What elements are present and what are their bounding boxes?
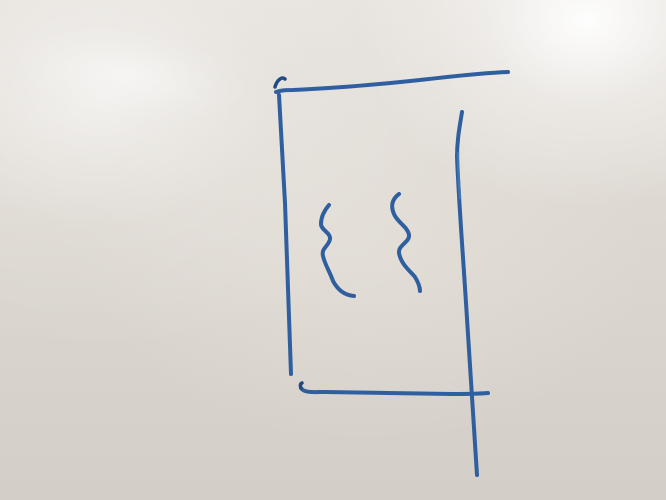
bottom-left-tick [298, 381, 304, 390]
top-corner-hook [273, 76, 287, 89]
left-vertical-line [277, 93, 293, 376]
right-vertical-line [455, 110, 479, 477]
right-line-thin-edge [456, 151, 462, 200]
bottom-line [299, 386, 490, 396]
right-squiggle [390, 192, 422, 293]
top-line [274, 70, 510, 94]
left-squiggle [319, 203, 356, 298]
